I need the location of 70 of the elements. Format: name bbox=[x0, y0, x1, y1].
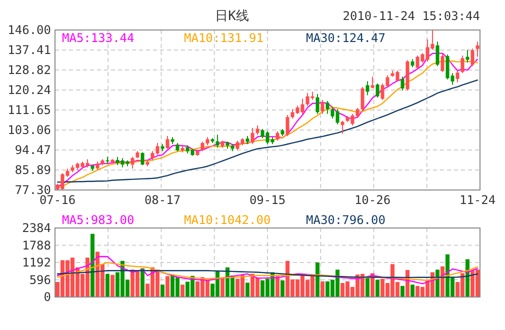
y-tick-label: 137.41 bbox=[8, 43, 51, 58]
y-tick-label: 111.65 bbox=[8, 103, 51, 117]
chart-title: 日K线 bbox=[215, 9, 249, 24]
candlestick bbox=[366, 80, 370, 96]
candlestick bbox=[140, 152, 144, 166]
candlestick bbox=[216, 134, 220, 148]
bar bbox=[316, 262, 320, 297]
line-series bbox=[56, 262, 478, 281]
y-tick-label: 146.00 bbox=[8, 23, 51, 37]
y-tick-label: 103.06 bbox=[8, 123, 51, 138]
candlestick bbox=[466, 49, 470, 64]
x-tick-label: 07-16 bbox=[39, 193, 76, 207]
bar bbox=[400, 286, 404, 297]
text: MA10:1042.00 bbox=[184, 213, 271, 227]
bar bbox=[90, 234, 94, 297]
candlestick bbox=[440, 52, 444, 72]
text: MA30:124.47 bbox=[306, 31, 386, 45]
candlestick bbox=[460, 55, 464, 74]
candlestick bbox=[320, 99, 324, 114]
candlestick bbox=[360, 86, 364, 111]
x-tick-label: 08-17 bbox=[144, 193, 181, 207]
text: MA5:133.44 bbox=[62, 31, 134, 45]
y-tick-label: 128.82 bbox=[8, 63, 51, 78]
bar bbox=[246, 282, 250, 297]
y-tick-label: 1192 bbox=[22, 256, 51, 270]
y-tick-label: 94.47 bbox=[14, 143, 51, 158]
bar bbox=[410, 284, 414, 297]
y-tick-label: 0 bbox=[44, 290, 51, 304]
bar bbox=[220, 277, 224, 297]
chart-subtitle: 2010-11-24 15:03:44 bbox=[342, 9, 480, 23]
candlestick bbox=[400, 76, 404, 92]
bar bbox=[180, 284, 184, 297]
text: MA30:796.00 bbox=[306, 213, 386, 227]
y-tick-label: 1788 bbox=[22, 238, 51, 252]
x-tick-label: 10-26 bbox=[354, 193, 391, 207]
bar bbox=[280, 280, 284, 297]
bar bbox=[320, 281, 324, 297]
bar bbox=[376, 280, 380, 297]
candlestick bbox=[340, 120, 344, 134]
bar bbox=[106, 274, 110, 297]
candlestick bbox=[256, 124, 260, 136]
bar bbox=[366, 278, 370, 297]
bar bbox=[110, 274, 114, 297]
y-tick-label: 596 bbox=[29, 272, 51, 287]
line-series bbox=[56, 256, 478, 284]
candlestick bbox=[476, 41, 480, 58]
candlestick bbox=[436, 41, 440, 67]
candlestick bbox=[376, 83, 380, 98]
line-series bbox=[56, 79, 478, 183]
y-tick-label: 85.89 bbox=[14, 162, 51, 177]
y-tick-label: 2384 bbox=[22, 221, 51, 235]
bar bbox=[276, 276, 280, 297]
candlestick bbox=[166, 135, 170, 150]
candlestick bbox=[456, 70, 460, 83]
candlestick bbox=[286, 114, 290, 136]
text: MA10:131.91 bbox=[184, 31, 264, 45]
candlestick bbox=[316, 94, 320, 114]
candlestick bbox=[130, 156, 134, 170]
bar bbox=[140, 268, 144, 297]
y-tick-label: 120.24 bbox=[8, 82, 51, 97]
candlestick bbox=[276, 130, 280, 142]
x-tick-label: 11-24 bbox=[459, 193, 496, 207]
candlestick bbox=[250, 127, 254, 145]
x-tick-label: 09-15 bbox=[249, 193, 286, 207]
line-series bbox=[56, 270, 478, 278]
bar bbox=[166, 276, 170, 297]
text: MA5:983.00 bbox=[62, 213, 134, 227]
candlestick bbox=[326, 100, 330, 114]
bar bbox=[160, 284, 164, 297]
candlestick bbox=[470, 48, 474, 67]
